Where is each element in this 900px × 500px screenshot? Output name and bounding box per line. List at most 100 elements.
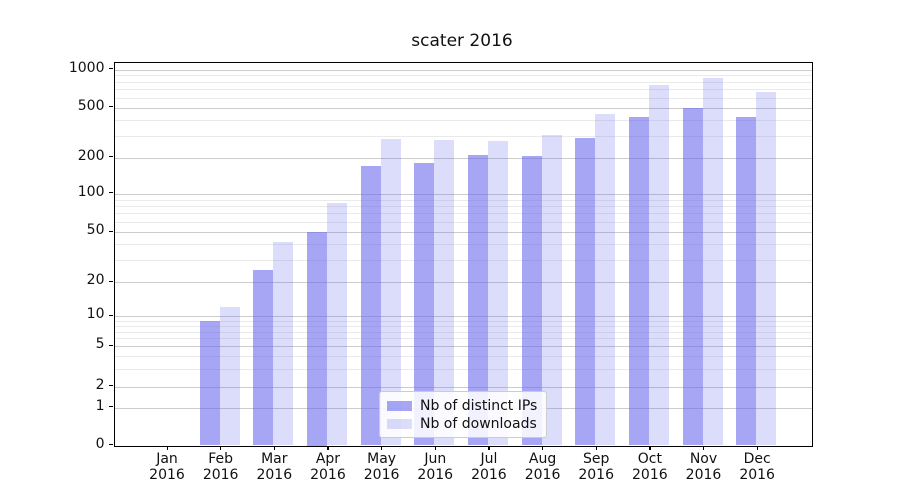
x-tick-month: Oct [637, 450, 662, 467]
bar-distinct-ips-aug [521, 156, 542, 446]
y-tick-label: 2 [95, 376, 105, 393]
y-tick-label: 10 [86, 306, 105, 323]
y-tick-label: 0 [95, 435, 105, 452]
bar-downloads-oct [648, 84, 669, 446]
grid-major-line [114, 232, 812, 233]
grid-minor-line [114, 81, 812, 83]
bar-distinct-ips-may [360, 166, 381, 446]
x-tick-label: Jul 2016 [459, 451, 519, 483]
legend-item: Nb of downloads [387, 415, 546, 432]
bar-distinct-ips-jun [414, 163, 435, 446]
y-tick-label: 500 [77, 97, 105, 114]
y-tick-mark [109, 344, 113, 346]
grid-minor-line [114, 206, 812, 208]
x-tick-month: Mar [261, 450, 288, 467]
x-tick-month: Dec [743, 450, 771, 467]
x-tick-month: May [367, 450, 397, 467]
y-tick-label: 1 [95, 397, 105, 414]
grid-minor-line [114, 244, 812, 246]
grid-major-line [114, 107, 812, 109]
y-tick-label: 200 [77, 147, 105, 164]
bar-downloads-jul [487, 140, 508, 446]
grid-minor-line [114, 331, 812, 333]
grid-major-line [114, 157, 812, 159]
grid-major-line [114, 346, 812, 347]
x-tick-month: Jan [156, 450, 178, 467]
x-tick-mark [703, 445, 705, 450]
x-tick-month: Apr [315, 450, 341, 467]
y-tick-mark [109, 314, 113, 316]
x-tick-mark [220, 445, 222, 450]
grid-minor-line [114, 199, 812, 201]
y-tick-mark [109, 106, 113, 108]
y-tick-label: 5 [95, 336, 105, 352]
x-tick-month: Sep [582, 450, 610, 467]
grid-minor-line [114, 213, 812, 215]
grid-minor-line [114, 75, 812, 77]
bar-downloads-nov [702, 77, 723, 446]
chart-title: scater 2016 [411, 31, 513, 51]
y-tick-mark [109, 385, 113, 387]
grid-minor-line [114, 368, 812, 370]
grid-minor-line [114, 221, 812, 223]
x-tick-mark [327, 445, 329, 450]
x-tick-label: Jan 2016 [137, 451, 197, 483]
bar-downloads-apr [326, 202, 347, 446]
grid-major-line [114, 69, 812, 71]
bar-distinct-ips-feb [199, 320, 220, 446]
grid-major-line [114, 386, 812, 388]
x-tick-mark [595, 445, 597, 450]
x-tick-label: Apr 2016 [298, 451, 358, 483]
y-tick-label: 50 [86, 222, 105, 238]
bar-distinct-ips-dec [736, 117, 757, 446]
y-tick-mark [109, 280, 113, 282]
x-tick-label: May 2016 [352, 451, 412, 483]
x-tick-year: 2016 [685, 466, 722, 483]
x-tick-month: Jul [480, 450, 498, 467]
y-tick-mark [109, 68, 113, 70]
grid-minor-line [114, 119, 812, 121]
x-tick-year: 2016 [363, 466, 400, 483]
x-tick-label: Feb 2016 [191, 451, 251, 483]
x-tick-mark [756, 445, 758, 450]
legend-item: Nb of distinct IPs [387, 398, 546, 414]
x-tick-year: 2016 [310, 466, 346, 483]
x-tick-mark [273, 445, 275, 450]
grid-major-line [114, 282, 812, 283]
x-tick-year: 2016 [524, 466, 561, 483]
x-tick-label: Mar 2016 [244, 451, 304, 483]
grid-minor-line [114, 320, 812, 322]
legend-label: Nb of downloads [420, 415, 537, 432]
bar-downloads-may [380, 139, 401, 446]
x-tick-mark [488, 445, 490, 450]
bar-downloads-aug [541, 134, 562, 446]
grid-minor-line [114, 338, 812, 340]
x-tick-label: Sep 2016 [566, 451, 626, 483]
bar-distinct-ips-apr [306, 232, 327, 446]
x-tick-year: 2016 [417, 466, 454, 483]
y-tick-mark [109, 444, 113, 446]
bar-downloads-jun [434, 140, 455, 446]
x-tick-year: 2016 [149, 466, 185, 483]
bar-distinct-ips-nov [682, 107, 703, 446]
bar-downloads-mar [273, 241, 294, 446]
legend-swatch-light [387, 418, 412, 429]
x-tick-label: Aug 2016 [513, 451, 573, 483]
y-tick-mark [109, 230, 113, 232]
grid-major-line [114, 193, 812, 195]
x-tick-month: Nov [689, 450, 718, 467]
grid-minor-line [114, 325, 812, 327]
x-tick-label: Nov 2016 [674, 451, 734, 483]
bar-downloads-feb [219, 307, 240, 446]
x-tick-year: 2016 [202, 466, 239, 483]
x-tick-year: 2016 [632, 466, 668, 483]
x-tick-year: 2016 [471, 466, 507, 483]
y-tick-mark [109, 156, 113, 158]
grid-minor-line [114, 259, 812, 261]
bar-distinct-ips-sep [575, 138, 596, 446]
legend-swatch-dark [387, 400, 412, 411]
x-tick-year: 2016 [578, 466, 614, 483]
legend: Nb of distinct IPs Nb of downloads [379, 391, 547, 438]
y-tick-label: 20 [86, 272, 105, 288]
grid-minor-line [114, 135, 812, 137]
